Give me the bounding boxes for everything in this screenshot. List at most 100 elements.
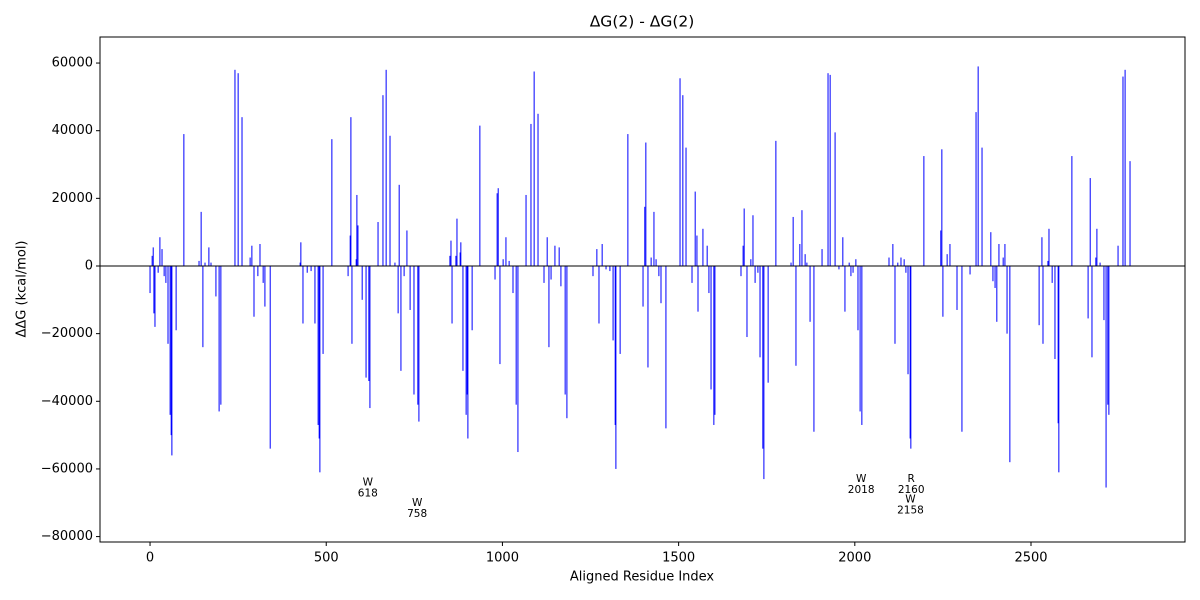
bar [382,95,384,266]
bar [533,71,535,266]
bar [852,265,854,273]
bar [1096,228,1098,266]
bar [994,265,996,288]
bar [949,244,951,266]
bar [300,242,302,266]
bar [306,265,308,273]
bar [460,242,462,266]
bar [215,265,217,297]
bar [1051,265,1053,283]
bar [644,206,646,266]
bar [169,265,171,415]
bar [234,69,236,266]
bar [1091,265,1093,358]
bar [530,123,532,266]
bar [218,265,220,412]
bar [804,254,806,266]
bar [319,265,321,473]
bar [996,265,998,322]
bar [351,265,353,344]
bar [159,237,161,266]
bar [347,265,349,277]
bar [465,265,467,415]
bar [857,265,859,331]
bar [418,265,420,422]
bar [204,262,206,266]
bar [398,184,400,266]
bar [377,222,379,266]
bar [838,265,840,270]
bar [946,254,948,266]
bar [627,134,629,266]
x-tick-label: 500 [314,551,339,566]
bar [361,265,363,300]
bar [171,265,173,456]
bar [449,255,451,266]
bar [1048,228,1050,266]
bar [471,265,473,331]
bar [834,132,836,266]
bar [903,259,905,266]
bar [650,257,652,266]
bar [365,265,367,378]
bar [208,247,210,266]
bar [998,244,1000,266]
x-tick-label: 0 [146,551,154,566]
bar [750,259,752,266]
bar [369,265,371,409]
bar [598,265,600,324]
bar [1122,76,1124,266]
bar [653,211,655,266]
bar [389,135,391,266]
annotation-residue: R [908,473,915,485]
bar [992,265,994,282]
bar [543,265,545,283]
bar [969,265,971,275]
bar [1058,265,1060,473]
bar [897,262,899,266]
bar [499,265,501,365]
bar [612,265,614,341]
bar [302,265,304,324]
x-tick-label: 1500 [662,551,695,566]
bar [467,265,469,439]
bar [940,230,942,266]
bar [1129,161,1131,266]
bar [956,265,958,310]
bar [990,232,992,266]
bar [685,147,687,266]
bar [905,265,907,273]
bar [596,249,598,266]
bar [269,265,271,449]
bar [775,140,777,266]
bar [220,265,222,405]
chart-title: ΔG(2) - ΔG(2) [590,13,695,31]
bar [647,265,649,368]
bar [385,69,387,266]
bar [310,265,312,272]
bar [813,265,815,432]
bar [525,194,527,266]
bar [409,265,411,310]
bar [615,265,617,469]
bar [1009,265,1011,463]
y-tick-label: −20000 [41,326,93,341]
bar [740,265,742,277]
bar [848,262,850,266]
bar [241,117,243,266]
annotation-residue: W [412,497,423,509]
bar [900,257,902,266]
bar [550,265,552,280]
bar [855,259,857,266]
annotation-residue: W [856,473,867,485]
bar [975,112,977,266]
bar [479,125,481,266]
bar [619,265,621,354]
bar [560,265,562,287]
bar [792,216,794,266]
y-tick-label: 60000 [52,56,93,71]
y-tick-label: 20000 [52,191,93,206]
bar [801,210,803,266]
